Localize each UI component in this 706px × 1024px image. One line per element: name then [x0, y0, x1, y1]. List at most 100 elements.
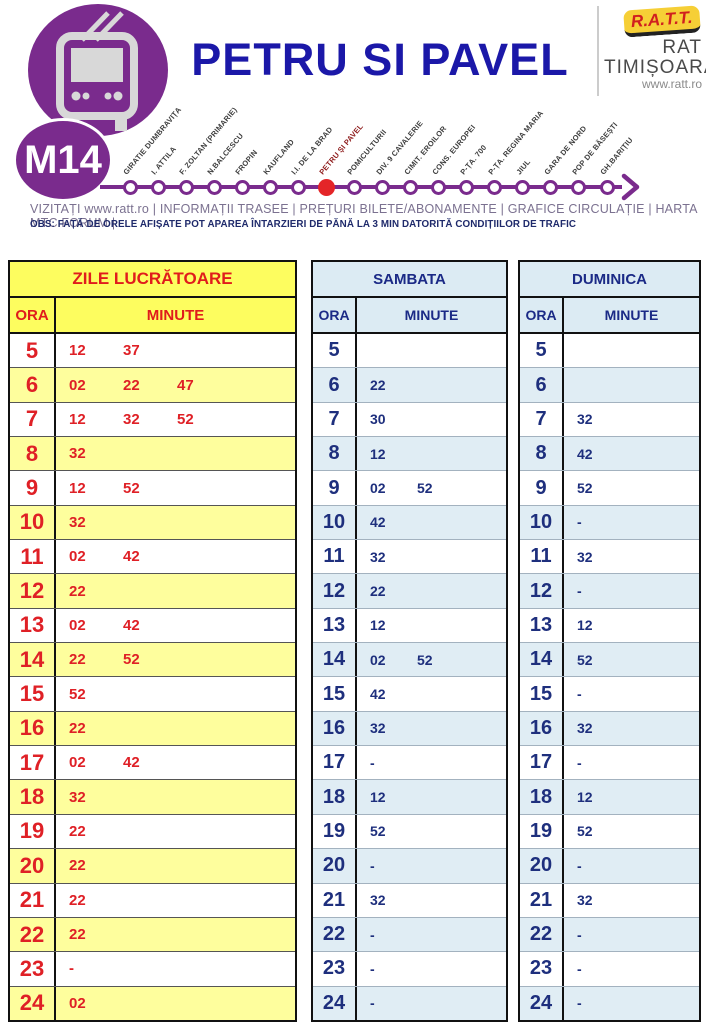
- table-row: 16 22: [10, 710, 295, 746]
- ratt-logo: R.A.T.T. RAT TIMIȘOARA www.ratt.ro: [604, 5, 706, 90]
- minutes-cell: -: [357, 987, 506, 1020]
- minute-value: -: [577, 514, 582, 531]
- hour-cell: 10: [10, 505, 56, 540]
- route-stop-label: I. ATTILA: [149, 144, 179, 177]
- hour-cell: 24: [10, 986, 56, 1020]
- minute-value: 52: [577, 480, 593, 497]
- minute-value: 12: [577, 617, 593, 634]
- hour-cell: 11: [313, 540, 357, 574]
- table-row: 5 12 37: [10, 334, 295, 368]
- route-stop-dot: [150, 179, 166, 195]
- table-row: 24 02: [10, 985, 295, 1020]
- hour-cell: 11: [10, 540, 56, 574]
- minute-value: 02: [370, 651, 386, 668]
- hour-cell: 7: [10, 402, 56, 437]
- table-row: 6 22: [313, 367, 506, 402]
- hour-cell: 20: [313, 849, 357, 883]
- minutes-cell: 02 42: [56, 540, 295, 573]
- minutes-cell: 32: [56, 780, 295, 813]
- minute-value: 52: [417, 480, 433, 497]
- minute-value: 37: [123, 342, 140, 360]
- hour-cell: 17: [10, 746, 56, 780]
- hour-cell: 19: [313, 814, 357, 849]
- table-row: 6 02 22 47: [10, 367, 295, 402]
- minute-value: 42: [577, 445, 593, 462]
- table-row: 5: [520, 334, 699, 368]
- minutes-cell: -: [564, 574, 699, 607]
- table-row: 24-: [313, 985, 506, 1020]
- hour-cell: 8: [10, 437, 56, 471]
- minutes-cell: 22: [56, 884, 295, 917]
- minutes-cell: 32: [564, 712, 699, 745]
- hour-cell: 9: [520, 471, 564, 505]
- minute-value: 02: [69, 616, 86, 634]
- minutes-cell: 12 52: [56, 471, 295, 504]
- hour-cell: 10: [520, 505, 564, 540]
- table-header: ORA MINUTE: [10, 298, 295, 334]
- table-row: 20-: [313, 848, 506, 883]
- minutes-cell: 12 37: [56, 334, 295, 367]
- hour-cell: 19: [520, 814, 564, 849]
- table-row: 8 12: [313, 436, 506, 471]
- route-stop-dot: [375, 179, 391, 195]
- minutes-cell: 32: [357, 540, 506, 573]
- minute-value: 12: [69, 479, 86, 497]
- minutes-cell: 52: [564, 815, 699, 848]
- table-row: 17-: [313, 745, 506, 780]
- minutes-cell: 22: [357, 368, 506, 401]
- column-header-hour: ORA: [313, 298, 357, 332]
- hour-cell: 6: [520, 368, 564, 402]
- logo-company-short: RAT: [662, 36, 702, 58]
- minutes-cell: 32: [564, 884, 699, 917]
- minute-value: 52: [177, 410, 194, 428]
- minutes-cell: 22: [56, 849, 295, 882]
- minute-value: 47: [177, 376, 194, 394]
- minutes-cell: 22: [357, 574, 506, 607]
- minute-value: 30: [370, 411, 386, 428]
- table-row: 9 52: [520, 470, 699, 505]
- minutes-cell: -: [564, 987, 699, 1020]
- minute-value: 02: [69, 376, 86, 394]
- table-body: 5 6 7 32 8 42 9 52 10-11 32 12-13 12 14 52 15-16 32 17-1…: [520, 334, 699, 1020]
- minute-value: 12: [370, 789, 386, 806]
- table-row: 5: [313, 334, 506, 368]
- hour-cell: 23: [520, 952, 564, 986]
- minutes-cell: -: [357, 746, 506, 779]
- minute-value: 22: [370, 377, 386, 394]
- route-vehicle-circle: [28, 4, 168, 136]
- hour-cell: 22: [10, 917, 56, 952]
- minutes-cell: 02 42: [56, 746, 295, 779]
- footer-links-line: VIZITAȚI www.ratt.ro | INFORMAȚII TRASEE…: [30, 202, 697, 230]
- timetable-sambata: SAMBATA ORA MINUTE 5 6 22 7 30 8 12 9 02 52 10 42 11…: [311, 260, 508, 1022]
- hour-cell: 14: [313, 643, 357, 677]
- route-stop-dot: [599, 179, 615, 195]
- hour-cell: 16: [313, 711, 357, 746]
- minutes-cell: -: [564, 746, 699, 779]
- minute-value: 02: [370, 480, 386, 497]
- minute-value: 22: [69, 891, 86, 909]
- minute-value: 42: [123, 616, 140, 634]
- column-header-hour: ORA: [520, 298, 564, 332]
- column-header-hour: ORA: [10, 298, 56, 332]
- table-row: 16 32: [313, 710, 506, 746]
- table-body: 5 12 37 6 02 22 47 7 12 32 52 8 32 9 12 52 10 32 11 02 42 12 2…: [10, 334, 295, 1020]
- table-row: 7 32: [520, 401, 699, 437]
- minute-value: -: [370, 960, 375, 977]
- hour-cell: 14: [520, 643, 564, 677]
- hour-cell: 24: [313, 986, 357, 1020]
- table-row: 24-: [520, 985, 699, 1020]
- minute-value: 52: [69, 685, 86, 703]
- minutes-cell: 02 52: [357, 643, 506, 676]
- table-row: 11 02 42: [10, 539, 295, 574]
- table-row: 15 42: [313, 676, 506, 711]
- minute-value: -: [577, 686, 582, 703]
- column-header-minutes: MINUTE: [604, 307, 659, 323]
- table-row: 17-: [520, 745, 699, 780]
- minute-value: 52: [577, 651, 593, 668]
- minutes-cell: 42: [564, 437, 699, 470]
- route-stop-label: JIUL: [514, 157, 533, 177]
- table-row: 21 22: [10, 882, 295, 917]
- hour-cell: 9: [10, 471, 56, 505]
- minute-value: -: [370, 995, 375, 1012]
- minute-value: 42: [123, 754, 140, 772]
